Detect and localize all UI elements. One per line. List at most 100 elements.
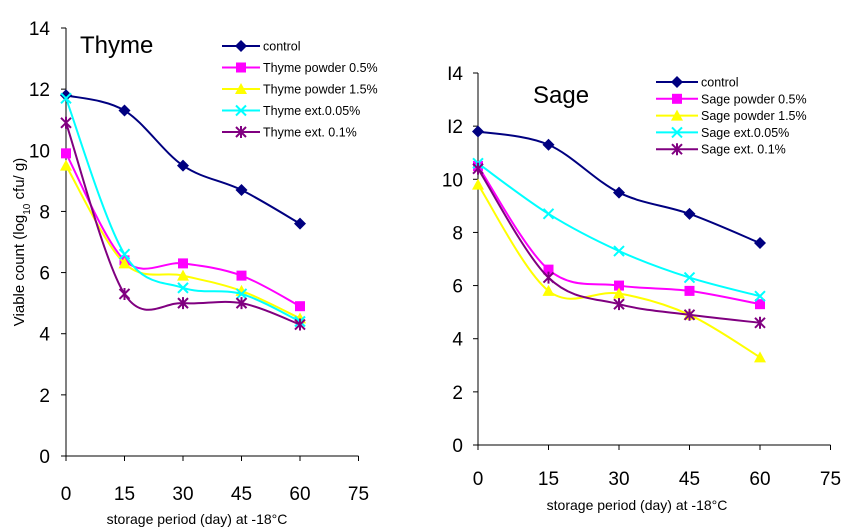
y-tick-label: 4 bbox=[452, 330, 463, 351]
series-control bbox=[472, 125, 766, 250]
data-point bbox=[542, 271, 555, 284]
legend-swatch-marker bbox=[671, 76, 683, 88]
legend-swatch-marker bbox=[235, 126, 247, 138]
y-tick-label: 10 bbox=[442, 170, 463, 191]
data-point bbox=[294, 318, 306, 331]
data-point bbox=[613, 186, 625, 199]
y-tick-label: 4 bbox=[39, 325, 50, 346]
y-tick-label: 6 bbox=[452, 277, 463, 298]
data-point bbox=[754, 351, 766, 363]
series-thyme-ext-0-1 bbox=[60, 116, 306, 331]
legend-swatch-marker bbox=[671, 126, 683, 139]
x-tick-label: 15 bbox=[114, 484, 135, 505]
legend-label: Thyme powder 0.5% bbox=[263, 61, 378, 75]
series-sage-powder-1-5 bbox=[472, 178, 766, 363]
series-line bbox=[477, 184, 761, 359]
y-tick-label: 0 bbox=[452, 436, 463, 457]
y-tick-label: 2 bbox=[452, 383, 463, 404]
x-tick-label: 0 bbox=[473, 469, 484, 490]
series-line bbox=[65, 165, 301, 320]
x-tick-label: 45 bbox=[231, 484, 252, 505]
thyme-chart-panel: 0 2 4 6 8 10 12 14 0 15 30 45 60 75 storage period (da… bbox=[11, 19, 378, 527]
y-axis-label: Viable count (log10 cfu/ g) bbox=[11, 158, 33, 326]
legend-label: Sage ext. 0.1% bbox=[701, 143, 786, 157]
legend-label: Thyme ext.0.05% bbox=[263, 104, 360, 118]
y-tick-label: 0 bbox=[39, 447, 50, 468]
data-point bbox=[472, 125, 484, 138]
chart-title: Thyme bbox=[80, 32, 153, 59]
data-point bbox=[472, 162, 484, 175]
y-tick-label: 6 bbox=[39, 264, 50, 285]
sage-chart-panel: 0 2 4 6 8 10 I2 I4 0 15 30 45 60 75 storage period (da… bbox=[442, 64, 841, 513]
x-tick-label: 45 bbox=[679, 469, 700, 490]
x-tick-label: 75 bbox=[820, 469, 841, 490]
legend-label: Sage powder 0.5% bbox=[701, 92, 807, 106]
data-point bbox=[613, 298, 625, 311]
data-point bbox=[118, 257, 131, 269]
data-point bbox=[614, 280, 624, 291]
legend-swatch-marker bbox=[671, 109, 683, 121]
data-point bbox=[118, 287, 131, 300]
data-point bbox=[60, 92, 72, 105]
legend: control Sage powder 0.5% Sage powder 1.5% S… bbox=[656, 76, 807, 157]
data-point bbox=[754, 316, 766, 329]
y-tick-label: 2 bbox=[39, 386, 50, 407]
y-tick-label: I2 bbox=[447, 117, 463, 138]
data-point bbox=[60, 89, 72, 102]
data-point bbox=[177, 297, 189, 310]
series-control bbox=[60, 89, 306, 230]
data-point bbox=[236, 270, 247, 281]
data-point bbox=[235, 297, 248, 310]
y-tick-label: 12 bbox=[29, 80, 50, 101]
data-point bbox=[60, 159, 72, 171]
legend: control Thyme powder 0.5% Thyme powder 1.5… bbox=[222, 40, 378, 140]
data-point bbox=[235, 184, 248, 197]
y-tick-label: 10 bbox=[29, 141, 50, 162]
series-line bbox=[65, 152, 301, 308]
data-point bbox=[683, 207, 696, 220]
data-point bbox=[472, 178, 484, 190]
data-point bbox=[177, 159, 189, 172]
data-point bbox=[118, 104, 131, 117]
legend-label: control bbox=[263, 40, 301, 54]
data-point bbox=[118, 248, 131, 260]
data-point bbox=[683, 271, 696, 284]
data-point bbox=[177, 269, 189, 281]
data-point bbox=[755, 299, 765, 310]
legend-swatch-marker bbox=[235, 40, 247, 52]
series-line bbox=[477, 168, 761, 324]
data-point bbox=[542, 284, 555, 296]
data-point bbox=[294, 217, 306, 230]
data-point bbox=[613, 245, 625, 257]
data-point bbox=[754, 290, 766, 302]
data-point bbox=[61, 148, 71, 159]
legend-swatch-marker bbox=[235, 83, 247, 94]
legend-label: control bbox=[701, 76, 739, 90]
legend-label: Sage powder 1.5% bbox=[701, 109, 807, 123]
legend-swatch-marker bbox=[236, 62, 246, 73]
x-tick-label: 60 bbox=[749, 469, 770, 490]
x-tick-label: 0 bbox=[61, 484, 72, 505]
y-tick-label: 14 bbox=[29, 19, 51, 40]
y-tick-label: 8 bbox=[452, 223, 463, 244]
y-tick-label: 8 bbox=[39, 202, 50, 223]
data-point bbox=[613, 287, 625, 299]
x-axis-label: storage period (day) at -18°C bbox=[107, 511, 288, 527]
data-point bbox=[235, 288, 248, 300]
x-axis-label: storage period (day) at -18°C bbox=[547, 497, 728, 513]
legend-label: Thyme powder 1.5% bbox=[263, 83, 378, 97]
legend-swatch-marker bbox=[671, 143, 683, 156]
data-point bbox=[683, 308, 696, 321]
data-point bbox=[542, 138, 555, 151]
legend-label: Thyme ext. 0.1% bbox=[263, 126, 357, 140]
series-line bbox=[65, 97, 301, 323]
legend-swatch-marker bbox=[235, 104, 247, 117]
data-point bbox=[177, 282, 189, 294]
x-tick-label: 75 bbox=[348, 484, 369, 505]
series-sage-ext-0-1 bbox=[472, 162, 766, 329]
x-tick-label: 30 bbox=[608, 469, 629, 490]
data-point bbox=[684, 285, 695, 296]
data-point bbox=[542, 208, 555, 220]
data-point bbox=[754, 237, 766, 250]
